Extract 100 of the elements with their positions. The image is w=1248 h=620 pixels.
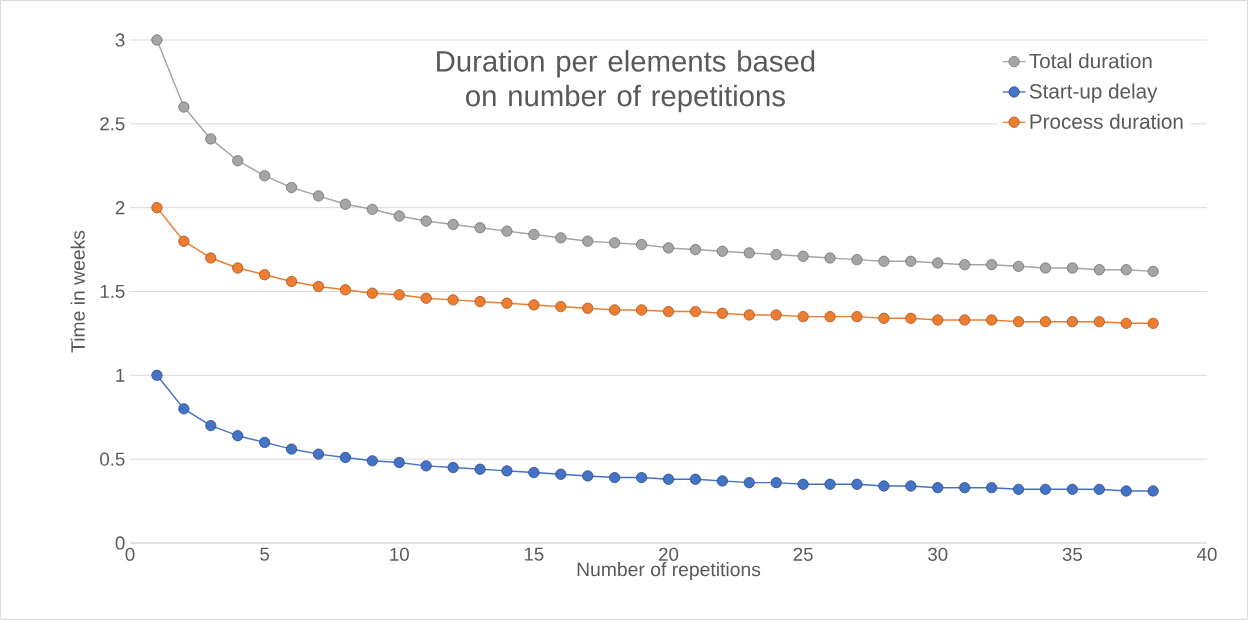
- point: [393, 210, 405, 222]
- point: [1120, 264, 1132, 276]
- point: [770, 309, 782, 321]
- point: [1066, 316, 1078, 328]
- point: [932, 257, 944, 269]
- point: [986, 482, 998, 494]
- point: [851, 254, 863, 266]
- point: [420, 460, 432, 472]
- point: [905, 255, 917, 267]
- point: [447, 294, 459, 306]
- point: [1066, 483, 1078, 495]
- point: [662, 473, 675, 485]
- point: [339, 451, 352, 464]
- x-tick-label: 40: [1197, 547, 1217, 561]
- point: [151, 34, 163, 46]
- point: [609, 472, 621, 484]
- y-tick-label: 0: [115, 536, 125, 550]
- point: [959, 482, 971, 494]
- legend-label: Process duration: [1030, 113, 1183, 129]
- legend-label: Start-up delay: [1029, 83, 1158, 103]
- point: [1147, 485, 1159, 497]
- y-tick-label: 1: [116, 368, 125, 382]
- text: Duration per elements based on number of repetitions: [437, 50, 815, 113]
- point: [312, 190, 325, 202]
- point: [1066, 262, 1078, 274]
- point: [285, 443, 298, 455]
- x-tick-label: 15: [524, 547, 544, 561]
- point: [986, 259, 998, 271]
- point: [259, 170, 271, 182]
- x-tick-label: 0: [125, 547, 135, 561]
- point: [339, 284, 352, 296]
- point: [743, 247, 755, 259]
- point: [662, 242, 675, 254]
- y-axis-title: Time in weeks: [70, 230, 85, 353]
- point: [986, 314, 998, 326]
- point: [1012, 316, 1025, 328]
- point: [1120, 317, 1132, 329]
- point: [878, 480, 890, 492]
- point: [555, 300, 567, 313]
- point: [501, 225, 513, 237]
- point: [743, 477, 755, 489]
- point: [528, 228, 540, 241]
- point: [232, 262, 244, 274]
- point: [797, 311, 809, 323]
- point: [259, 436, 271, 448]
- point: [528, 466, 540, 479]
- point: [312, 448, 325, 460]
- point: [178, 101, 190, 113]
- point: [232, 155, 244, 167]
- point: [689, 243, 702, 256]
- point: [689, 306, 702, 318]
- point: [393, 289, 405, 301]
- point: [905, 480, 917, 492]
- point: [609, 237, 621, 249]
- point: [662, 306, 675, 318]
- y-tick-label: 3: [115, 33, 125, 47]
- point: [1147, 265, 1159, 277]
- point: [770, 477, 782, 489]
- point: [582, 235, 594, 247]
- point: [582, 470, 594, 482]
- point: [420, 292, 432, 304]
- point: [932, 314, 944, 326]
- point: [932, 482, 944, 494]
- point: [743, 309, 755, 321]
- point: [1120, 485, 1132, 497]
- x-tick-label: 20: [659, 547, 679, 561]
- point: [851, 311, 863, 323]
- y-tick-label: 1.5: [100, 284, 125, 299]
- point: [366, 455, 378, 467]
- point: [1012, 483, 1025, 495]
- point: [528, 299, 540, 311]
- point: [878, 255, 890, 267]
- point: [555, 232, 567, 244]
- x-tick-label: 5: [260, 547, 270, 561]
- point: [151, 369, 163, 381]
- point: [474, 222, 486, 234]
- y-tick-label: 0.5: [100, 452, 125, 466]
- point: [1039, 262, 1052, 274]
- point: [851, 478, 863, 490]
- point: [259, 269, 271, 281]
- point: [366, 287, 378, 299]
- point: [770, 249, 782, 261]
- point: [1039, 316, 1052, 328]
- point: [1012, 260, 1025, 272]
- point: [151, 202, 163, 214]
- y-tick-label: 2.5: [100, 117, 125, 131]
- point: [609, 304, 621, 316]
- y-tick-label: 2: [115, 201, 125, 215]
- point: [474, 463, 486, 475]
- point: [582, 302, 594, 314]
- point: [312, 280, 325, 293]
- point: [716, 307, 728, 319]
- point: [716, 245, 728, 257]
- point: [205, 420, 217, 432]
- point: [178, 235, 190, 247]
- point: [420, 215, 432, 227]
- point: [501, 297, 513, 309]
- x-tick-label: 30: [928, 547, 948, 561]
- point: [232, 430, 244, 442]
- x-tick-label: 10: [390, 547, 409, 561]
